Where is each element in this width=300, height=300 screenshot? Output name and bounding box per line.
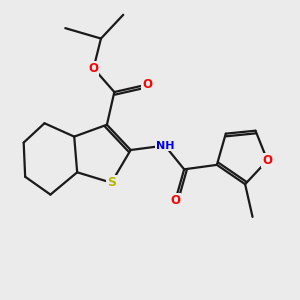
Text: NH: NH — [156, 140, 174, 151]
Text: S: S — [107, 176, 116, 189]
Text: O: O — [88, 62, 98, 75]
Text: O: O — [142, 78, 152, 91]
Text: O: O — [170, 194, 180, 207]
Text: O: O — [262, 154, 272, 167]
